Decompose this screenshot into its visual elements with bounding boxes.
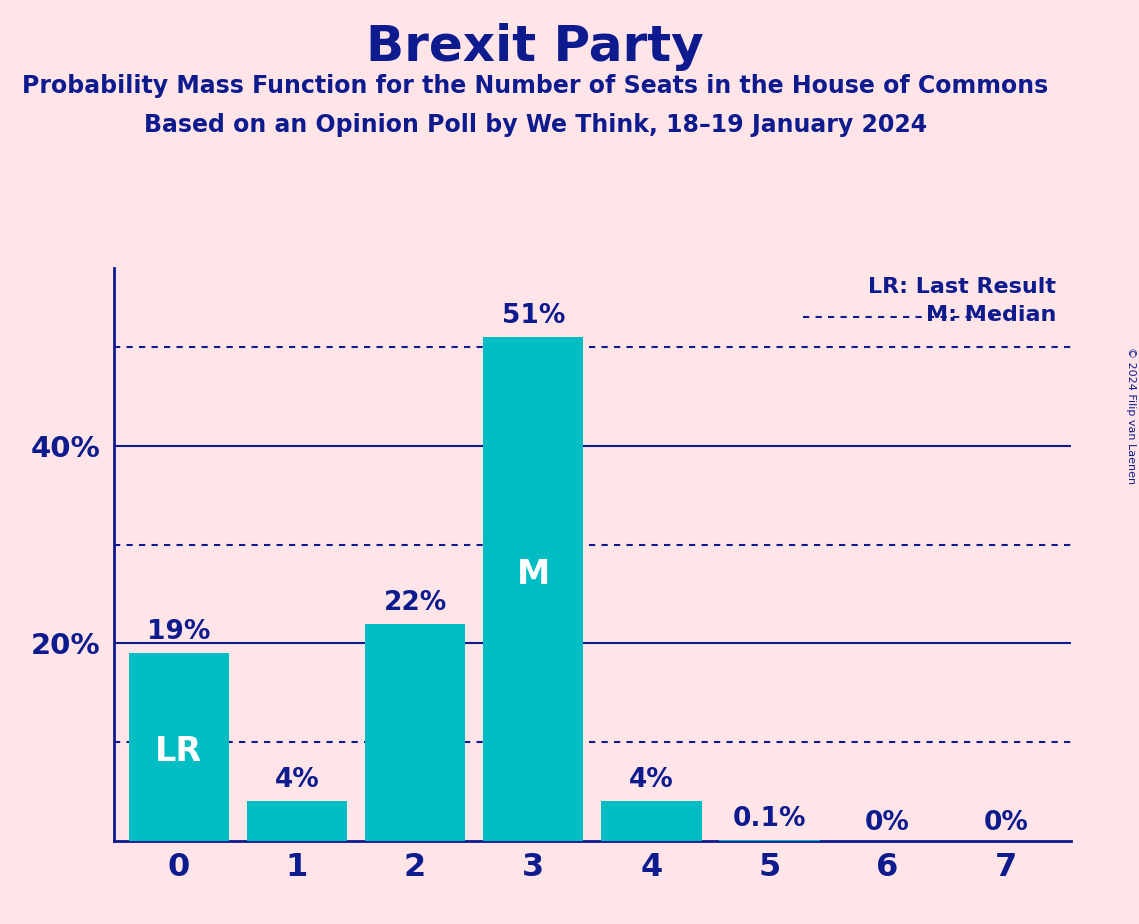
Bar [129,653,229,841]
Bar [364,624,466,841]
Text: M: M [517,558,550,590]
Text: 0%: 0% [866,810,910,836]
Bar [601,801,702,841]
Text: Based on an Opinion Poll by We Think, 18–19 January 2024: Based on an Opinion Poll by We Think, 18… [144,113,927,137]
Text: LR: Last Result: LR: Last Result [868,276,1056,297]
Text: LR: LR [155,736,203,769]
Text: Probability Mass Function for the Number of Seats in the House of Commons: Probability Mass Function for the Number… [22,74,1049,98]
Bar [483,337,583,841]
Text: 0%: 0% [983,810,1029,836]
Text: © 2024 Filip van Laenen: © 2024 Filip van Laenen [1126,347,1136,484]
Text: 4%: 4% [274,768,319,794]
Text: 4%: 4% [629,768,673,794]
Bar [247,801,347,841]
Text: 19%: 19% [147,619,211,645]
Text: 22%: 22% [384,590,446,615]
Text: M: Median: M: Median [926,305,1056,325]
Text: 51%: 51% [501,303,565,329]
Bar [719,840,820,841]
Text: Brexit Party: Brexit Party [367,23,704,71]
Text: 0.1%: 0.1% [732,806,806,832]
